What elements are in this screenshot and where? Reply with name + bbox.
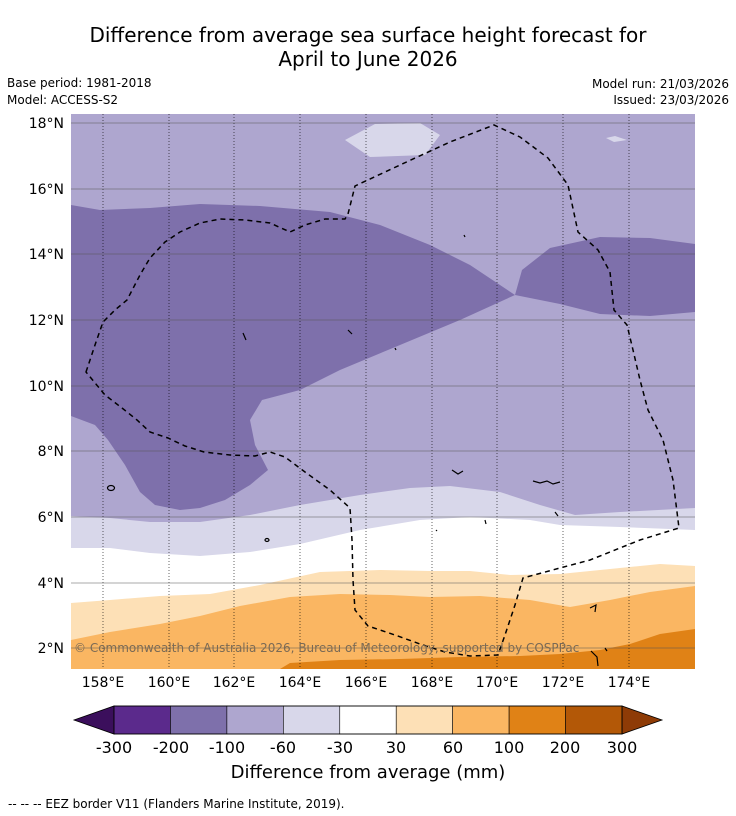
band-minus200-east [515, 237, 695, 316]
lat-label-8n: 8°N [38, 444, 64, 460]
colorbar-over-arrow [621, 705, 664, 735]
cb-tick-1: -200 [152, 738, 190, 757]
lat-label-6n: 6°N [38, 510, 64, 526]
eez-legend-note: -- -- -- EEZ border V11 (Flanders Marine… [8, 797, 345, 811]
copyright-watermark: © Commonwealth of Australia 2026, Bureau… [74, 641, 579, 655]
cb-tick-4: -30 [326, 738, 354, 757]
lat-label-12n: 12°N [29, 313, 64, 329]
map-fill: © Commonwealth of Australia 2026, Bureau… [71, 114, 695, 669]
model-name: Model: ACCESS-S2 [7, 93, 119, 107]
lat-label-4n: 4°N [38, 576, 64, 592]
base-period: Base period: 1981-2018 [7, 76, 152, 90]
cb-tick-7: 100 [493, 738, 525, 757]
cb-tick-3: -60 [269, 738, 297, 757]
lon-label-166e: 166°E [345, 675, 388, 691]
graticule [102, 114, 630, 669]
lon-label-158e: 158°E [82, 675, 125, 691]
eez-border [85, 124, 680, 657]
lon-label-162e: 162°E [213, 675, 256, 691]
lon-label-172e: 172°E [542, 675, 585, 691]
lat-label-2n: 2°N [38, 641, 64, 657]
colorbar-segment [170, 705, 228, 735]
lon-label-160e: 160°E [148, 675, 191, 691]
lat-label-18n: 18°N [29, 116, 64, 132]
cb-tick-6: 60 [442, 738, 464, 757]
colorbar [72, 705, 664, 735]
islands [106, 234, 608, 667]
lat-axis: 18°N 16°N 14°N 12°N 10°N 8°N 6°N 4°N 2°N [29, 116, 64, 657]
cb-tick-0: -300 [95, 738, 133, 757]
lat-label-10n: 10°N [29, 379, 64, 395]
cb-tick-2: -100 [208, 738, 246, 757]
lon-label-170e: 170°E [476, 675, 519, 691]
colorbar-segment [395, 705, 453, 735]
lat-label-16n: 16°N [29, 182, 64, 198]
colorbar-title: Difference from average (mm) [230, 762, 506, 783]
lon-label-174e: 174°E [608, 675, 651, 691]
band-minus60-patch [345, 123, 440, 157]
map-title-line1: Difference from average sea surface heig… [89, 23, 647, 47]
colorbar-segment [113, 705, 171, 735]
cb-tick-5: 30 [385, 738, 407, 757]
band-plus100 [280, 629, 695, 669]
lat-label-14n: 14°N [29, 247, 64, 263]
colorbar-under-arrow [72, 705, 115, 735]
lon-label-168e: 168°E [411, 675, 454, 691]
cb-tick-8: 200 [549, 738, 581, 757]
colorbar-segment [452, 705, 510, 735]
band-minus60-patch-small [606, 136, 627, 142]
cb-tick-9: 300 [606, 738, 638, 757]
latitude-lines [71, 122, 695, 649]
band-minus200-west [71, 204, 515, 510]
colorbar-segment [508, 705, 566, 735]
colorbar-frame [113, 705, 623, 735]
lon-axis: 158°E 160°E 162°E 164°E 166°E 168°E 170°… [82, 675, 651, 691]
colorbar-segment [565, 705, 623, 735]
colorbar-segment [339, 705, 397, 735]
colorbar-segment [226, 705, 284, 735]
colorbar-segment [283, 705, 341, 735]
map-title-line2: April to June 2026 [278, 47, 458, 71]
model-run: Model run: 21/03/2026 [591, 77, 729, 91]
issued-date: Issued: 23/03/2026 [613, 93, 729, 107]
lon-label-164e: 164°E [279, 675, 322, 691]
